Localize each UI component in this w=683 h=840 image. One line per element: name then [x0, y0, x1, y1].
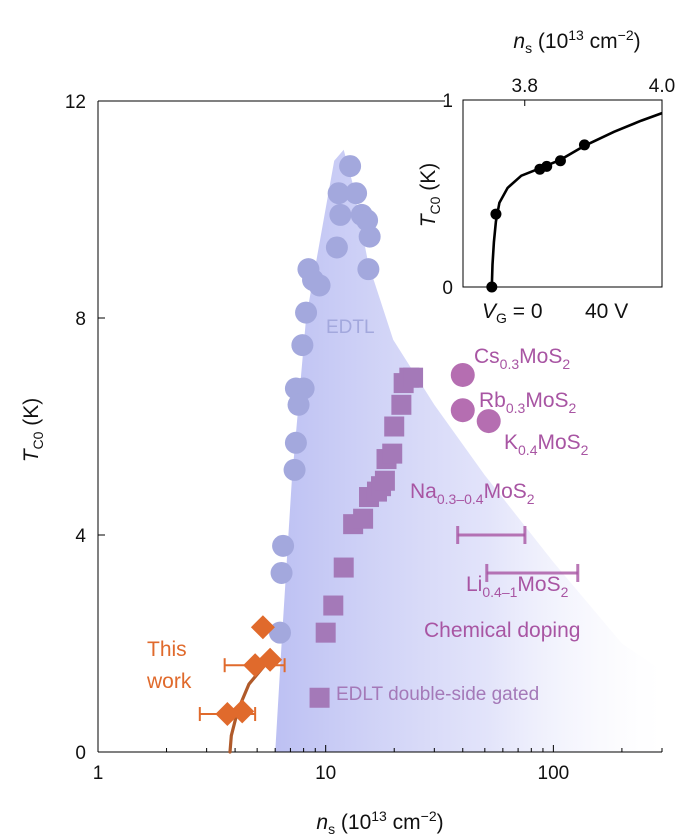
this-work-points: [198, 615, 286, 727]
edtl-point: [356, 209, 379, 232]
k-mos2-label: K0.4MoS2: [504, 431, 589, 458]
this-work-point: [215, 702, 240, 727]
inset-frame: [462, 99, 663, 288]
inset-y-tick-label: 0: [442, 278, 453, 299]
edlt-double-side-point: [391, 394, 412, 415]
edlt-double-side-point: [382, 443, 403, 464]
edtl-point: [287, 393, 310, 416]
main-y-ticks: 0 4 8 12: [65, 92, 105, 764]
inset-point: [490, 208, 502, 220]
inset-top-tick-label: 3.8: [512, 76, 538, 97]
edtl-point: [283, 458, 306, 481]
inset-top-tick-label: 4.0: [649, 76, 675, 97]
edtl-point: [329, 203, 352, 226]
edtl-point: [284, 431, 307, 454]
chemical-doping-label: Chemical doping: [424, 619, 580, 642]
edlt-double-side-label: EDLT double-side gated: [336, 684, 539, 705]
chemical-doping-point: [450, 362, 475, 387]
edtl-envelope-shade: [275, 149, 662, 753]
inset-point: [541, 160, 553, 172]
edtl-point: [295, 301, 318, 324]
edlt-double-side-point: [309, 687, 330, 708]
x-tick-label: 10: [315, 763, 336, 784]
inset-points: [486, 139, 590, 293]
y-tick-label: 12: [65, 92, 86, 113]
inset-y-axis-label: TC0 (K): [417, 163, 443, 228]
inset-panel: 3.8 4.0 0 1 ns (1013 cm−2) TC0 (K) VG = 0 4…: [417, 27, 675, 326]
na-mos2-label: Na0.3–0.4MoS2: [410, 480, 535, 507]
edtl-point: [272, 534, 295, 557]
edlt-double-side-point: [403, 367, 424, 388]
inset-top-axis-label: ns (1013 cm−2): [513, 27, 640, 56]
edtl-point: [291, 334, 314, 357]
cs-mos2-label: Cs0.3MoS2: [474, 345, 570, 372]
this-work-label-line2: work: [146, 670, 192, 693]
edtl-point: [358, 225, 381, 248]
chemical-doping-points: [450, 362, 580, 582]
main-x-ticks: 1 10 100: [93, 745, 663, 784]
edtl-point: [327, 182, 350, 205]
edtl-point: [345, 182, 368, 205]
edlt-double-side-points: [309, 367, 424, 708]
main-x-axis-label: ns (1013 cm−2): [316, 808, 443, 837]
edtl-point: [284, 377, 307, 400]
li-mos2-label: Li0.4–1MoS2: [466, 573, 569, 600]
inset-ticks: 3.8 4.0 0 1: [442, 76, 675, 299]
edtl-point: [339, 155, 362, 178]
this-work-point: [258, 647, 283, 672]
edtl-point: [357, 258, 380, 281]
edtl-points: [268, 155, 381, 644]
y-tick-label: 0: [75, 743, 86, 764]
chemical-doping-point: [476, 409, 501, 434]
inset-y-tick-label: 1: [442, 91, 453, 112]
this-work-point: [250, 615, 275, 640]
inset-point: [554, 155, 566, 167]
inset-curve: [490, 111, 663, 288]
chemical-doping-point: [450, 398, 475, 423]
edlt-double-side-point: [333, 557, 354, 578]
main-y-axis-label: TC0 (K): [20, 398, 46, 463]
y-tick-label: 8: [75, 309, 86, 330]
inset-point: [486, 281, 498, 293]
y-tick-label: 4: [75, 526, 86, 547]
rb-mos2-label: Rb0.3MoS2: [479, 389, 577, 416]
edlt-double-side-point: [323, 595, 344, 616]
x-tick-label: 100: [538, 763, 570, 784]
inset-40v-label: 40 V: [585, 300, 628, 323]
inset-vg-label: VG = 0: [482, 300, 543, 326]
inset-point: [578, 139, 590, 151]
edtl-point: [325, 236, 348, 259]
edtl-point: [270, 561, 293, 584]
edlt-double-side-point: [384, 416, 405, 437]
edtl-point: [308, 274, 331, 297]
this-work-label-line1: This: [147, 638, 187, 661]
edlt-double-side-point: [353, 508, 374, 529]
edlt-double-side-point: [315, 622, 336, 643]
this-work-point: [230, 699, 255, 724]
edtl-label: EDTL: [326, 317, 375, 338]
x-tick-label: 1: [93, 763, 104, 784]
edlt-double-side-point: [374, 470, 395, 491]
